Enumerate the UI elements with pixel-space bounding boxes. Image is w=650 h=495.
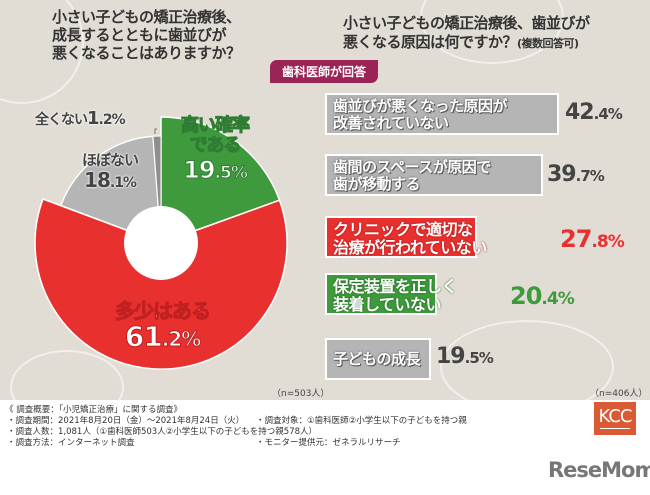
bar-item: 子どもの成長 — [325, 338, 431, 380]
bar-label: 歯並びが悪くなった原因が — [333, 97, 508, 115]
label-high: 高い確率 である 19.5% — [175, 115, 255, 184]
label-rarely-pct-decimal: .1% — [109, 175, 137, 191]
right-question: 小さい子どもの矯正治療後、歯並びが 悪くなる原因は何ですか？(複数回答可) — [343, 14, 590, 53]
left-question: 小さい子どもの矯正治療後、 成長するとともに歯並びが 悪くなることはありますか？ — [52, 8, 241, 62]
kcc-logo: KCC — [594, 402, 636, 435]
left-question-line: 悪くなることはありますか？ — [52, 44, 241, 62]
label-never-text: 全くない — [35, 112, 88, 128]
survey-target: ・調査対象：①歯科医師②小学生以下の子どもを持つ親 — [256, 416, 467, 426]
label-high-text: 高い確率 — [181, 115, 251, 136]
bar-value-decimal: .8% — [591, 232, 624, 252]
donut-chart — [34, 116, 288, 370]
bar-label: 装着していない — [333, 295, 442, 314]
label-never: 全くない1.2% — [35, 108, 126, 129]
bar-label: 保定装置を正しく — [333, 277, 458, 296]
survey-summary: 《 調査概要：「小児矯正治療」に関する調査》 ・調査期間：2021年8月20日（… — [0, 400, 650, 450]
bar-value: 20.4% — [510, 282, 575, 310]
label-never-pct: 1 — [87, 108, 99, 129]
survey-provider: ・モニター提供元：ゼネラルリサーチ — [256, 438, 401, 448]
bar-value: 27.8% — [560, 225, 625, 253]
survey-period: ・調査期間：2021年8月20日（金）～2021年8月24日（火） — [7, 416, 245, 426]
bar-label: 改善されていない — [333, 114, 449, 132]
donut-hole — [124, 206, 198, 280]
bar-value-int: 19 — [436, 344, 466, 369]
bar-value-decimal: .5% — [464, 349, 494, 367]
bar-value-decimal: .4% — [593, 105, 623, 123]
slice-some — [34, 198, 288, 370]
label-rarely-text: ほぼない — [81, 151, 139, 169]
bar-item: 歯並びが悪くなった原因が 改善されていない — [325, 93, 559, 135]
slice-high — [160, 116, 281, 245]
label-high-pct-decimal: .5% — [214, 163, 248, 184]
resemom-logo: ReseMom. — [548, 458, 650, 482]
right-question-line: 悪くなる原因は何ですか？ — [343, 33, 518, 51]
survey-count: ・調査人数：1,081人（①歯科医師503人②小学生以下の子どもを持つ親578人… — [7, 427, 318, 437]
bar-value: 19.5% — [436, 344, 494, 369]
label-high-pct: 19 — [183, 156, 216, 184]
left-question-line: 成長するとともに歯並びが — [52, 26, 227, 44]
right-question-line: 小さい子どもの矯正治療後、歯並びが — [343, 14, 590, 32]
bar-value: 42.4% — [565, 100, 623, 125]
infographic-panel: 小さい子どもの矯正治療後、 成長するとともに歯並びが 悪くなることはありますか？… — [0, 0, 650, 450]
label-some: 多少はある 61.2% — [100, 298, 225, 352]
label-never-pct-decimal: .2% — [98, 112, 126, 128]
right-sample-size: （n=406人） — [590, 389, 648, 399]
bar-label-wrap: 治療が行われていない — [333, 239, 487, 256]
bar-item: 保定装置を正しく 装着していない — [325, 273, 458, 315]
bar-label: 歯が移動する — [333, 175, 421, 193]
bar-value: 39.7% — [547, 162, 605, 187]
dentist-answer-badge: 歯科医師が回答 — [270, 60, 379, 83]
label-rarely-pct: 18 — [84, 168, 111, 192]
survey-title: 《 調査概要：「小児矯正治療」に関する調査》 — [5, 405, 182, 415]
bar-label: 治療が行われていない — [333, 238, 487, 257]
bar-item: クリニックで適切な 治療が行われていない — [325, 216, 487, 258]
label-rarely: ほぼない 18.1% — [70, 150, 150, 193]
bar-item: 歯間のスペースが原因で 歯が移動する — [325, 154, 543, 196]
bar-value-decimal: .4% — [541, 289, 574, 309]
left-sample-size: （n=503人） — [272, 389, 330, 399]
label-some-pct-decimal: .2% — [161, 327, 202, 352]
bar-label: 歯間のスペースが原因で — [333, 158, 491, 176]
bar-value-int: 42 — [565, 100, 595, 125]
bar-label: クリニックで適切な — [333, 220, 473, 239]
left-question-line: 小さい子どもの矯正治療後、 — [52, 8, 241, 26]
bar-value-int: 20 — [510, 282, 542, 310]
bar-value-decimal: .7% — [575, 167, 605, 185]
label-high-text: である — [189, 135, 242, 156]
survey-method: ・調査方法：インターネット調査 — [7, 438, 135, 448]
bar-value-int: 39 — [547, 162, 577, 187]
label-some-text: 多少はある — [115, 299, 212, 324]
bar-value-int: 27 — [560, 225, 592, 253]
label-some-pct: 61 — [124, 320, 163, 353]
bar-label: 子どもの成長 — [333, 350, 421, 368]
multiple-answer-note: (複数回答可) — [517, 37, 579, 50]
